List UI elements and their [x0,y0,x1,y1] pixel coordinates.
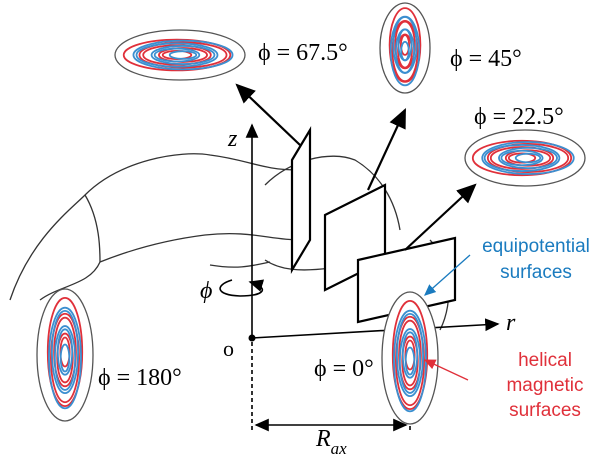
angle-label: ϕ = 45° [450,46,522,72]
flux-ring [37,289,93,421]
equipotential-line: equipotential [482,236,590,257]
flux-ring [382,292,438,424]
angle-label: ϕ = 0° [314,356,374,382]
angle-label: ϕ = 22.5° [474,104,564,130]
angle-label: ϕ = 67.5° [258,40,348,66]
diagram: ϕ = 67.5° ϕ = 45° ϕ = 22.5° ϕ = 180° ϕ =… [0,0,614,463]
flux-ring [115,30,245,80]
radius-label: Rax [315,426,347,458]
radius-sub: ax [331,439,348,458]
origin-label: o [223,336,234,361]
r-axis-label: r [506,310,516,336]
helical-line: helical [518,350,572,371]
angle-label: ϕ = 180° [98,365,182,391]
helical-line: magnetic [506,375,583,396]
helical-line: surfaces [509,400,581,421]
z-axis-label: z [227,126,238,152]
origin-dot [249,335,256,342]
radius-main: R [315,426,331,452]
equipotential-line: surfaces [500,262,572,283]
phi-axis-label: ϕ [200,278,212,304]
